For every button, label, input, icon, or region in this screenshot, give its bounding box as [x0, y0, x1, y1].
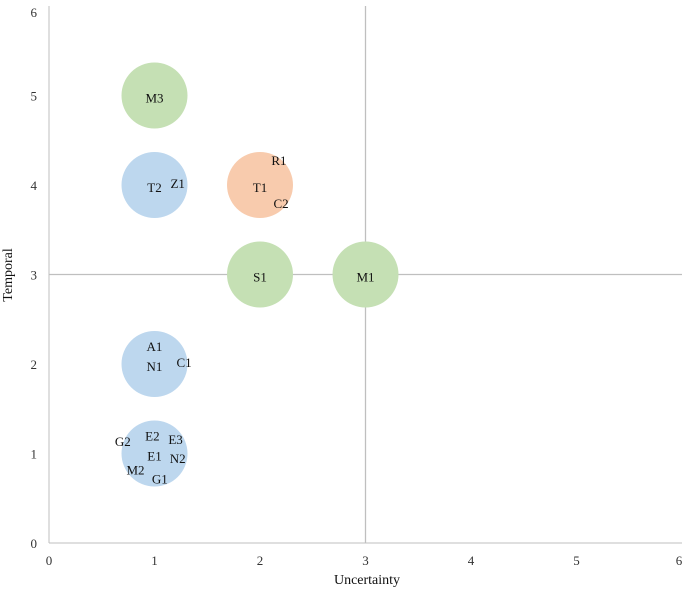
point-label: G2 [115, 434, 131, 449]
x-axis-title: Uncertainty [334, 573, 400, 588]
point-label: N1 [147, 359, 163, 374]
bubble [227, 241, 293, 308]
bubble [121, 62, 188, 129]
bubble [121, 152, 188, 218]
point-label: M1 [356, 269, 374, 284]
point-label: E1 [147, 448, 161, 463]
y-tick-label: 5 [31, 89, 38, 104]
point-label: T2 [147, 180, 161, 195]
bubbles [121, 62, 399, 487]
point-label: M2 [126, 463, 144, 478]
x-tick-label: 6 [676, 553, 683, 568]
point-label: N2 [170, 451, 186, 466]
x-tick-label: 4 [468, 553, 475, 568]
y-tick-label: 2 [31, 357, 38, 372]
point-label: R1 [271, 153, 286, 168]
bubble [121, 331, 188, 397]
bubble [227, 152, 293, 218]
point-label: S1 [253, 269, 267, 284]
bubble [121, 420, 188, 487]
x-tick-label: 3 [362, 553, 369, 568]
point-label: Z1 [170, 176, 184, 191]
x-tick-label: 5 [573, 553, 580, 568]
bubble [332, 241, 399, 308]
y-axis-title: Temporal [1, 248, 16, 302]
y-tick-label: 0 [31, 536, 38, 551]
y-tick-label: 6 [31, 5, 38, 20]
point-label: E3 [168, 432, 182, 447]
point-label: G1 [152, 472, 168, 487]
y-tick-labels: 0 1 2 3 4 5 6 [31, 5, 38, 551]
point-label: C2 [274, 196, 289, 211]
x-tick-labels: 0 1 2 3 4 5 6 [46, 553, 683, 568]
point-label: T1 [253, 180, 267, 195]
point-labels: M3 T2 Z1 R1 T1 C2 S1 M1 A1 N1 C1 E2 G2 E3 E1 N2 M2 G1 [115, 90, 375, 486]
x-tick-label: 1 [151, 553, 158, 568]
point-label: A1 [147, 339, 163, 354]
x-tick-label: 2 [257, 553, 264, 568]
y-tick-label: 3 [31, 268, 38, 283]
point-label: E2 [145, 429, 159, 444]
point-label: M3 [145, 90, 163, 105]
point-label: C1 [176, 355, 191, 370]
y-tick-label: 1 [31, 447, 38, 462]
y-tick-label: 4 [31, 178, 38, 193]
x-tick-label: 0 [46, 553, 53, 568]
